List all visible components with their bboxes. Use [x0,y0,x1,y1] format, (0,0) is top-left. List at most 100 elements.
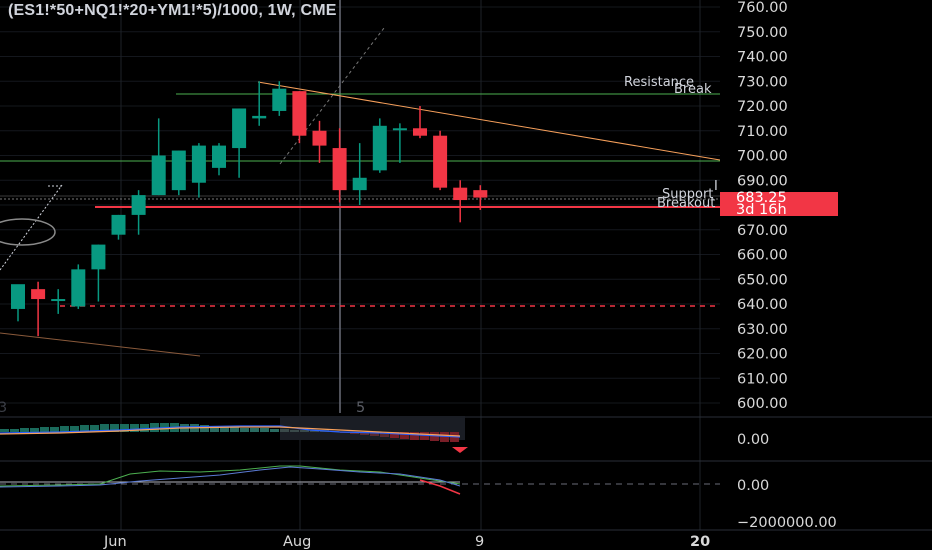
price-axis-panel [720,0,932,550]
macd-bar [220,427,229,432]
last-price-value: 683.25 [736,190,787,206]
macd-bar [400,432,409,439]
candle-body [11,284,25,309]
macd-histogram [0,423,459,442]
candle-body [111,214,126,235]
pane2-axis-tick: 0.00 [737,478,769,494]
oscillator-pane[interactable]: 0.00 −2000000.00 [0,465,837,531]
candle-body [51,299,66,302]
macd-bar [120,424,129,432]
price-tick-label: 690.00 [737,173,788,189]
macd-bar [250,428,259,432]
macd-bar [410,432,419,440]
support-label: Support [662,187,713,202]
macd-bar [40,427,49,432]
price-tick-label: 730.00 [737,74,788,90]
macd-bar [240,428,249,432]
macd-bar [80,425,89,432]
price-axis[interactable]: 760.00 750.00 740.00 730.00 720.00 710.00 700.… [737,0,788,412]
macd-bar [150,423,159,432]
macd-pane[interactable]: 0.00 [0,416,769,453]
macd-bar [360,432,369,435]
macd-bar [420,432,429,440]
macd-bar [370,432,379,436]
candle-body [71,269,86,307]
candle-body [232,108,247,149]
candle-body [372,125,387,171]
time-label-9: 9 [475,534,484,550]
macd-bar [300,430,309,432]
macd-bar [60,426,69,432]
macd-bar [50,427,59,432]
price-tick-label: 710.00 [737,124,788,140]
price-tick-label: 600.00 [737,396,788,412]
macd-bar [350,432,359,434]
candle-body [91,244,106,270]
candle-body [151,155,166,196]
macd-bar [430,432,439,441]
price-tick-label: 610.00 [737,371,788,387]
macd-bar [90,425,99,432]
candle-body [212,145,226,168]
candle-body [171,150,186,191]
green-osc-line [0,465,461,487]
macd-bar [270,429,279,432]
dotted-arrow-line[interactable] [0,184,63,271]
candle-body [131,195,146,215]
faded-time-label: 5 [356,400,365,416]
macd-bar [140,424,149,432]
macd-bar [10,429,19,432]
candle-body [473,190,488,198]
time-label-aug: Aug [283,534,311,550]
macd-bar [290,430,299,432]
macd-line [0,425,461,438]
time-label-jun: Jun [103,534,127,550]
bar-countdown: 3d 16h [736,202,787,218]
macd-bar [260,428,269,432]
price-tick-label: 720.00 [737,99,788,115]
macd-bar [130,424,139,432]
dotted-trend-projection[interactable] [279,27,385,165]
candle-body [272,88,287,111]
candle-body [433,135,448,188]
price-tick-label: 620.00 [737,347,788,363]
macd-bar [310,430,319,432]
candle-body [413,128,427,136]
faded-time-label: 3 [0,400,7,416]
lower-trendline[interactable] [0,332,201,357]
candle-body [191,145,206,183]
support-break-label: Breakout [657,196,715,211]
signal-line [0,426,461,437]
candle-body [312,130,327,146]
macd-bar [20,428,29,432]
candle-body [392,128,407,131]
candle-body [453,187,468,201]
time-axis[interactable]: Jun Aug 9 20 3 5 [0,400,710,550]
candle-body [31,289,46,300]
pane2-low-tick: −2000000.00 [737,515,837,531]
time-label-20: 20 [690,534,710,550]
price-tick-label: 650.00 [737,272,788,288]
red-osc-line [419,479,461,495]
price-tick-label: 640.00 [737,297,788,313]
grid [0,6,720,404]
macd-bar [230,427,239,432]
price-tick-label: 740.00 [737,50,788,66]
candle-body [332,148,347,191]
price-tick-label: 670.00 [737,223,788,239]
chart-title: (ES1!*50+NQ1!*20+YM1!*5)/1000, 1W, CME [8,2,337,19]
candle-body [352,177,367,191]
pane1-axis-tick: 0.00 [737,432,769,448]
macd-bar [110,424,119,432]
macd-bar [0,429,9,432]
descending-trendline[interactable] [257,81,721,161]
price-tick-label: 660.00 [737,248,788,264]
macd-bar [440,432,449,442]
price-tick-label: 760.00 [737,0,788,16]
price-tick-label: 750.00 [737,25,788,41]
circle-annotation[interactable] [0,218,56,246]
macd-bar [210,426,219,432]
macd-bar [390,432,399,438]
candles [11,81,488,337]
